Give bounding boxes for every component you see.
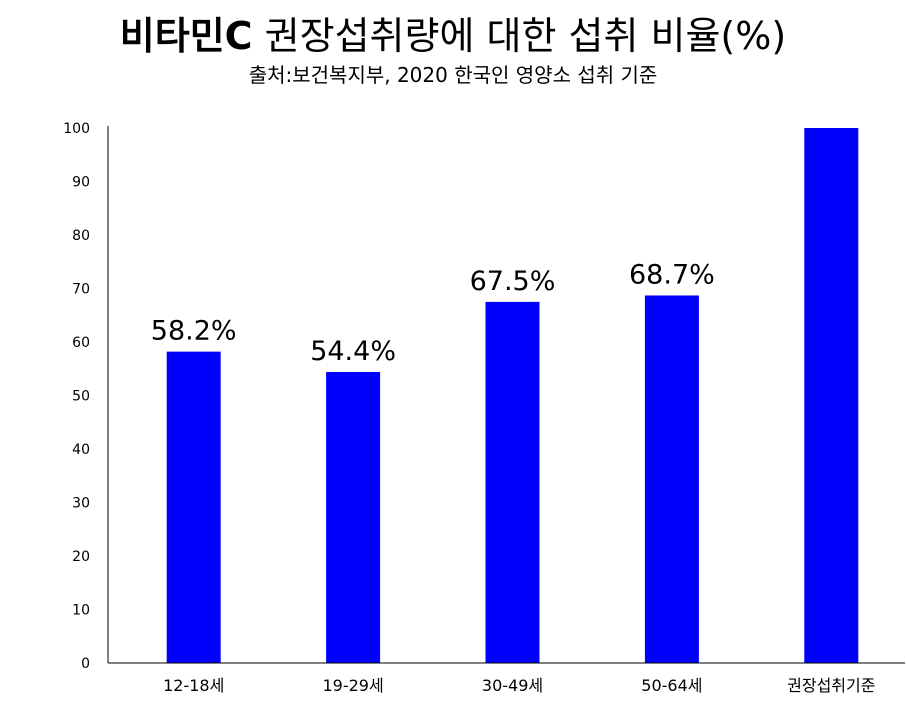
y-tick-label: 70 (72, 282, 90, 298)
data-label: 67.5% (470, 266, 556, 297)
chart-title-rest: 권장섭취량에 대한 섭취 비율(%) (252, 14, 787, 58)
y-tick-label: 10 (72, 603, 90, 619)
y-tick-label: 90 (72, 175, 90, 191)
y-tick-label: 50 (72, 389, 90, 405)
bar (644, 295, 699, 663)
y-tick-label: 60 (72, 335, 90, 351)
x-tick-label: 19-29세 (322, 676, 383, 695)
x-axis: 12-18세 19-29세 30-49세 50-64세 권장섭취기준 (108, 662, 905, 695)
y-tick-label: 30 (72, 496, 90, 512)
data-labels-group: 58.2% 54.4% 67.5% 68.7% (151, 259, 715, 367)
data-label: 54.4% (310, 336, 396, 367)
data-label: 68.7% (629, 259, 715, 290)
chart-subtitle: 출처:보건복지부, 2020 한국인 영양소 섭취 기준 (248, 63, 658, 87)
chart-title: 비타민C 권장섭취량에 대한 섭취 비율(%) (0, 12, 906, 60)
x-tick-label: 30-49세 (482, 676, 543, 695)
bar (166, 351, 221, 663)
bar (485, 301, 540, 663)
y-tick-label: 80 (72, 228, 90, 244)
y-axis: 0 10 20 30 40 50 60 70 80 90 100 (63, 121, 109, 672)
bar (804, 128, 859, 663)
chart-title-bold: 비타민C (119, 14, 253, 58)
y-tick-label: 20 (72, 549, 90, 565)
bars-group (166, 128, 859, 663)
y-tick-label: 40 (72, 442, 90, 458)
y-tick-label: 100 (63, 121, 90, 137)
data-label: 58.2% (151, 316, 237, 347)
bar (326, 371, 381, 663)
x-tick-label: 12-18세 (163, 676, 224, 695)
x-tick-label: 권장섭취기준 (787, 676, 875, 695)
y-tick-label: 0 (81, 656, 90, 672)
x-tick-label: 50-64세 (641, 676, 702, 695)
